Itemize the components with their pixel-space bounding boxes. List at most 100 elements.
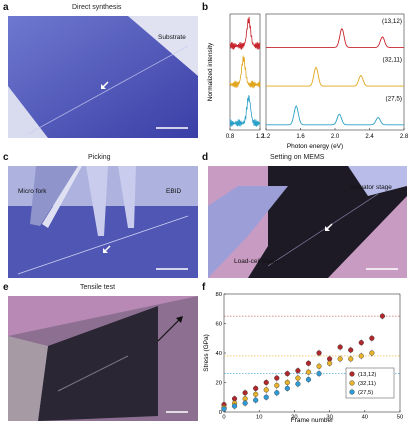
- data-point: [284, 371, 290, 377]
- panel-title-e: Tensile test: [80, 284, 116, 291]
- panel-title-d: Setting on MEMS: [270, 154, 325, 161]
- data-point: [295, 381, 301, 387]
- data-point: [221, 406, 227, 412]
- panel-c: c Picking Micro fork EBID: [0, 150, 200, 280]
- actuator-stage-label: Actuator stage: [350, 184, 392, 191]
- legend-marker: [349, 389, 355, 395]
- legend-label: (13,12): [358, 372, 376, 378]
- data-point: [358, 340, 364, 346]
- spectrum-series-right: [266, 105, 404, 126]
- x-tick-label: 2.4: [365, 134, 374, 140]
- data-point: [274, 390, 280, 396]
- panel-label-e: e: [3, 282, 9, 293]
- panel-f: f Stress (GPa) Frame number 0 10 20 30 40 50 0 20…: [200, 280, 409, 423]
- series-label: (32,11): [383, 57, 402, 64]
- legend-marker: [349, 380, 355, 386]
- series-label: (13,12): [382, 18, 402, 25]
- panel-a: a Direct synthesis Substrate: [0, 0, 200, 140]
- spectrum-series-right: [266, 66, 404, 87]
- y-tick-label: 60: [216, 322, 222, 328]
- legend-label: (32,11): [358, 381, 376, 387]
- data-point: [253, 397, 259, 403]
- data-point: [305, 360, 312, 366]
- data-point: [316, 350, 322, 356]
- data-point: [231, 403, 238, 409]
- panel-e: e Tensile test: [0, 280, 200, 423]
- axes-frame-left: [229, 13, 261, 131]
- panel-label-d: d: [202, 152, 209, 163]
- y-tick-label: 80: [216, 292, 222, 298]
- data-point: [369, 350, 375, 356]
- series-label: (27,5): [386, 95, 402, 102]
- x-tick-label: 2.8: [400, 134, 409, 140]
- data-point: [379, 313, 386, 319]
- spectrum-series-right: [266, 27, 404, 48]
- data-point: [242, 400, 248, 406]
- data-point: [348, 356, 354, 362]
- data-point: [305, 369, 312, 375]
- x-tick-label: 0: [222, 415, 225, 421]
- spectra-chart: Normalized intensity Photon energy (eV) 0.…: [207, 13, 409, 150]
- y-tick-label: 20: [216, 381, 222, 387]
- data-point: [305, 376, 312, 383]
- stress-chart: Stress (GPa) Frame number 0 10 20 30 40 50 0 20 40…: [203, 292, 403, 423]
- data-point: [263, 379, 269, 386]
- x-tick-label: 20: [291, 415, 297, 421]
- x-tick-label: 10: [256, 415, 262, 421]
- x-axis-label: Frame number: [291, 417, 334, 423]
- axes-frame-right: [265, 13, 405, 131]
- panel-b: b Normalized intensity Photon energy (eV)…: [200, 0, 409, 150]
- y-axis-label: Normalized intensity: [207, 42, 214, 101]
- sem-image-picking: Micro fork EBID: [8, 166, 198, 278]
- data-point: [284, 379, 290, 386]
- spectrum-series-left: [229, 16, 261, 50]
- data-point: [253, 385, 259, 392]
- legend-label: (27,5): [358, 390, 373, 396]
- legend-marker: [349, 371, 355, 377]
- y-tick-label: 40: [216, 351, 222, 357]
- panel-title-a: Direct synthesis: [72, 4, 122, 11]
- x-tick-label: 50: [397, 415, 403, 421]
- data-point: [369, 335, 375, 341]
- micro-fork-label: Micro fork: [18, 188, 47, 195]
- panel-title-c: Picking: [88, 154, 111, 161]
- data-point: [295, 375, 301, 381]
- panel-label-b: b: [202, 2, 209, 13]
- data-point: [274, 382, 280, 389]
- ebid-label: EBID: [166, 188, 182, 195]
- data-point: [327, 360, 333, 366]
- data-point: [263, 394, 269, 400]
- x-tick-label: 30: [326, 415, 332, 421]
- data-point: [358, 353, 364, 359]
- x-tick-label: 0.8: [226, 134, 235, 140]
- data-point: [242, 390, 248, 396]
- load-cell-stage-label: Load-cell stage: [234, 258, 279, 265]
- y-axis-label: Stress (GPa): [203, 334, 210, 372]
- x-tick-label: 40: [362, 415, 368, 421]
- sem-image-tensile-test: [8, 296, 198, 421]
- panel-d: d Setting on MEMS Actuator stage Load-ce…: [200, 150, 409, 280]
- sem-image-mems: Actuator stage Load-cell stage: [208, 166, 407, 278]
- x-tick-label: 2.0: [331, 134, 340, 140]
- data-point: [284, 385, 290, 392]
- sem-image-direct-synthesis: Substrate: [8, 16, 198, 138]
- data-point: [348, 347, 354, 353]
- panel-label-c: c: [3, 152, 9, 163]
- data-point: [337, 344, 343, 350]
- data-point: [253, 391, 259, 397]
- data-point: [263, 387, 269, 393]
- x-tick-label: 1.2: [256, 134, 265, 140]
- data-point: [316, 363, 322, 369]
- x-axis-label: Photon energy (eV): [287, 143, 343, 150]
- x-tick-label: 1.2: [262, 134, 271, 140]
- spectrum-series-left: [229, 55, 261, 89]
- data-point: [274, 375, 280, 381]
- substrate-label: Substrate: [158, 34, 186, 41]
- panel-label-a: a: [3, 2, 9, 13]
- x-tick-label: 1.6: [296, 134, 305, 140]
- data-point: [337, 356, 343, 362]
- panel-label-f: f: [202, 282, 206, 293]
- data-point: [295, 368, 301, 374]
- spectrum-series-left: [229, 95, 261, 127]
- data-point: [316, 371, 322, 377]
